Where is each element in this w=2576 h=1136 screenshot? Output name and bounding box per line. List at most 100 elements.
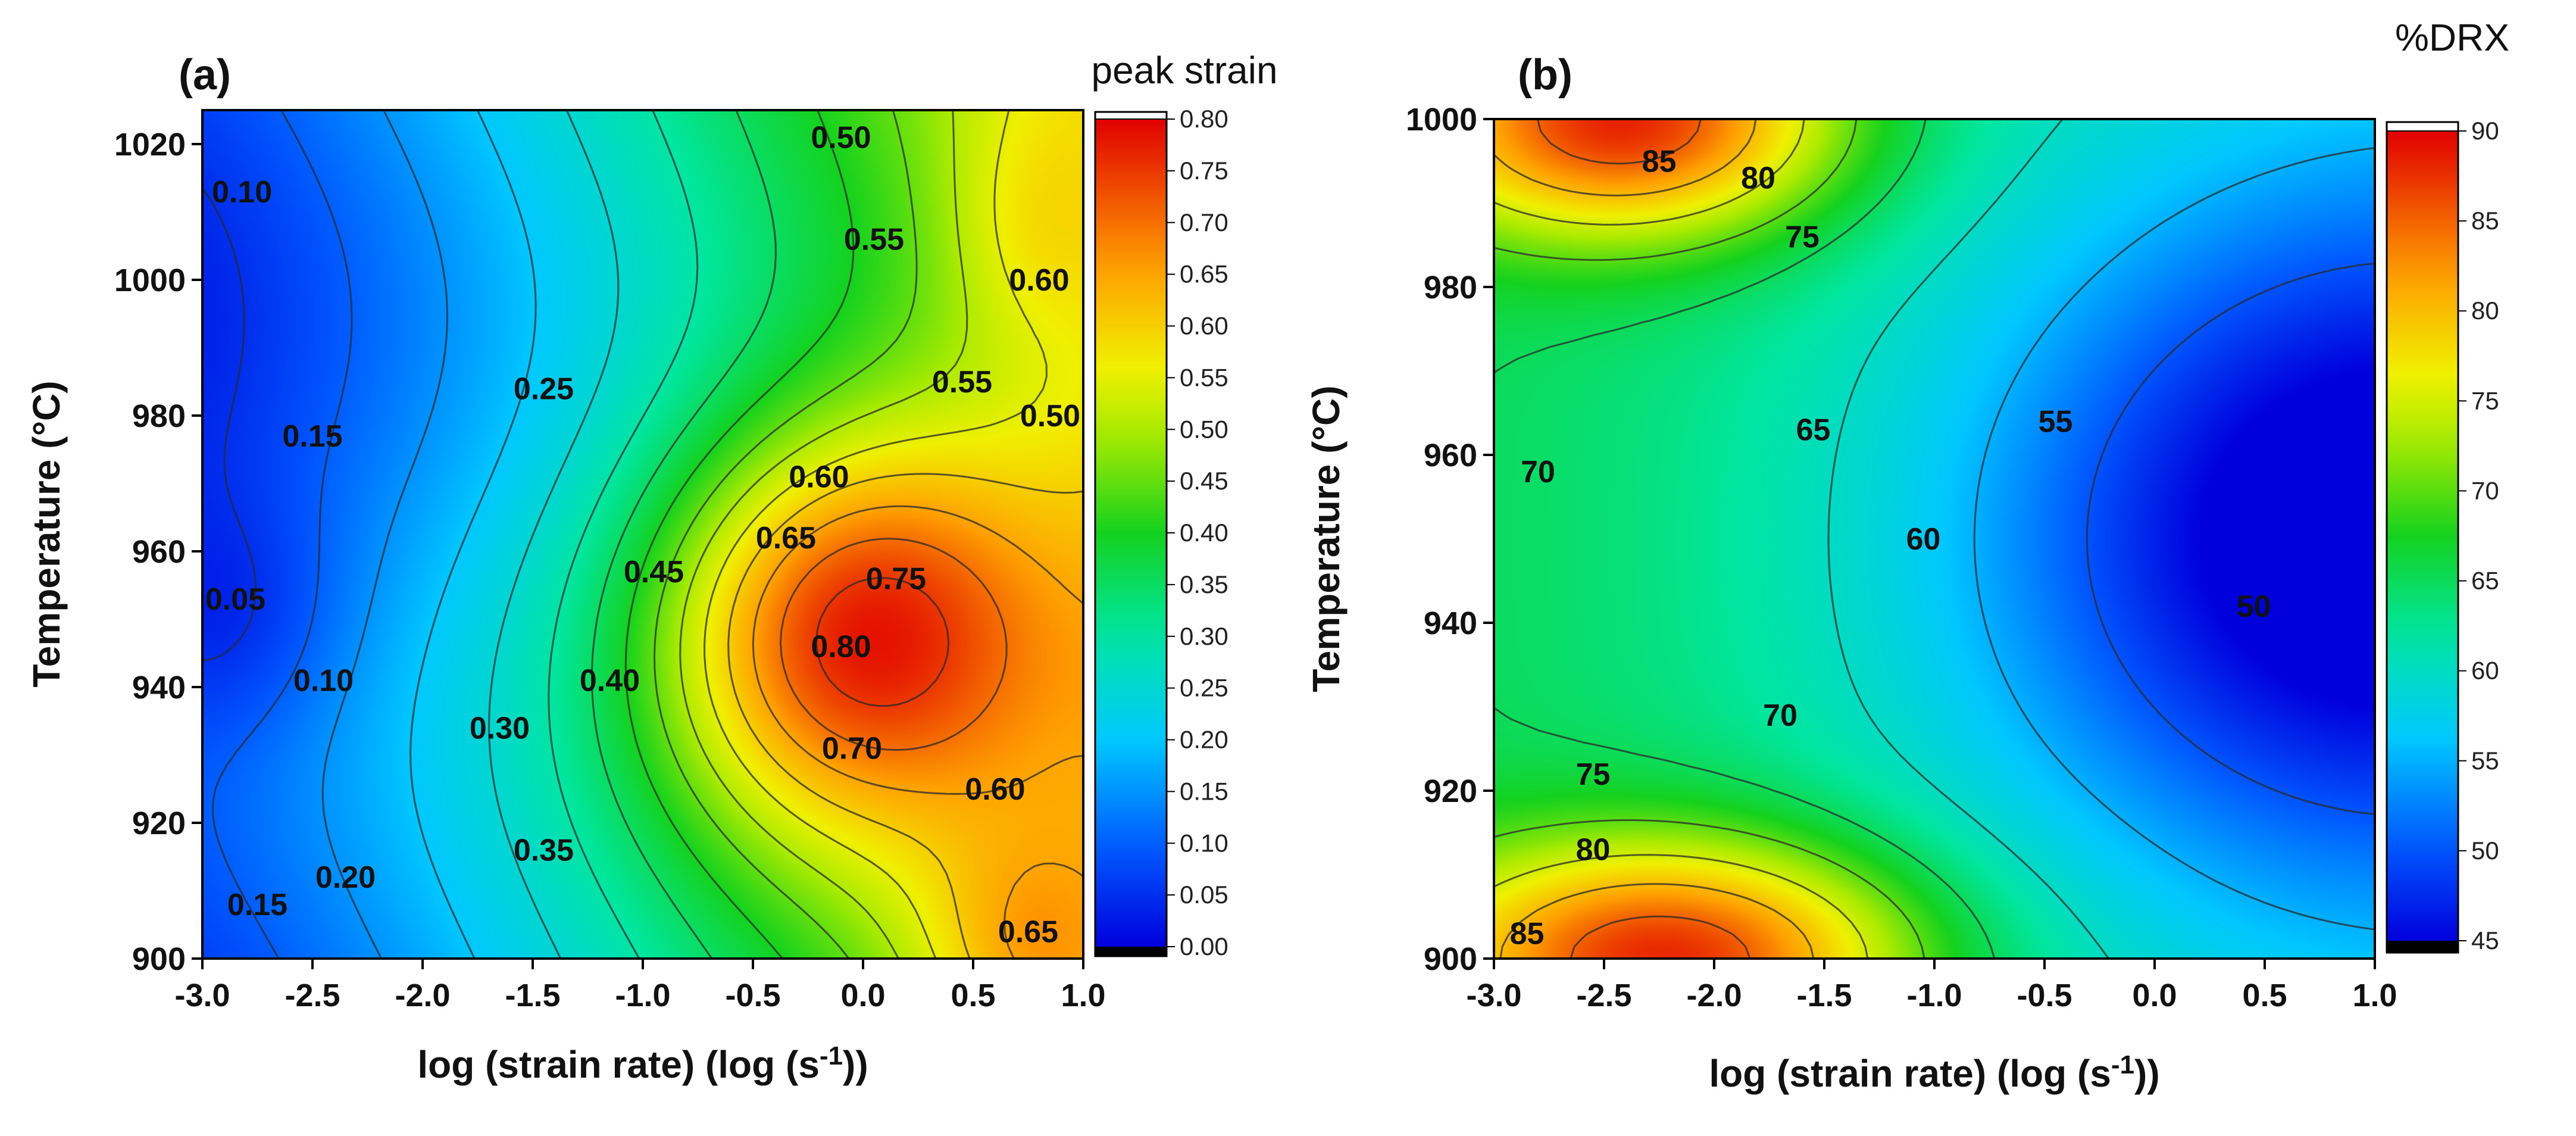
- x-tick-label: 0.5: [2242, 978, 2287, 1013]
- contour-label: 0.65: [756, 521, 816, 555]
- panel-a-contour-lines: [201, 110, 1084, 959]
- colorbar-tick-label: 0.55: [1180, 363, 1228, 391]
- contour-line: [212, 110, 353, 959]
- contour-label: 0.75: [866, 562, 926, 597]
- panel-b-colorbar-ticks: 45 50 55 60 65 70 75 80 85 90: [2458, 117, 2499, 954]
- colorbar-tick-label: 60: [2471, 657, 2499, 685]
- panel-b-heatmap-container: [1494, 119, 2375, 959]
- contour-label: 0.45: [624, 555, 684, 589]
- contour-line: [1493, 118, 1815, 959]
- contour-label: 80: [1576, 833, 1611, 867]
- x-tick-label: -1.0: [1906, 978, 1962, 1013]
- panel-b-y-axis-ticks: 900 920 940 960 980 1000: [1406, 102, 1494, 977]
- contour-line: [780, 538, 1008, 751]
- contour-line: [1536, 118, 1751, 959]
- colorbar-tick-label: 50: [2471, 837, 2499, 865]
- contour-label: 0.80: [811, 630, 871, 664]
- panel-b-colorbar-frame: [2386, 121, 2459, 954]
- contour-line: [654, 110, 918, 959]
- panel-b-x-axis-ticks: -3.0 -2.5 -2.0 -1.5 -1.0 -0.5 0.0 0.5 1.0: [1466, 959, 2397, 1013]
- colorbar-tick-label: 0.35: [1180, 570, 1228, 598]
- contour-label: 0.55: [844, 223, 904, 257]
- x-tick-label: -1.0: [615, 978, 670, 1013]
- contour-label: 80: [1741, 161, 1775, 196]
- x-tick-label: -1.5: [505, 978, 560, 1013]
- panel-a-colorbar-under-cap: [1095, 947, 1167, 956]
- y-tick-label: 940: [132, 670, 186, 706]
- colorbar-tick-label: 0.45: [1180, 467, 1228, 495]
- contour-line: [321, 110, 448, 959]
- colorbar-tick-label: 0.20: [1180, 726, 1228, 754]
- contour-label: 0.50: [811, 121, 871, 155]
- panel-b-heatmap: [1494, 119, 2375, 959]
- panel-b-y-axis-title: Temperature (°C): [1305, 385, 1348, 692]
- panel-b-colorbar-title: %DRX: [2395, 16, 2509, 59]
- panel-b: (b) 85 80 75 65 70 55 60 50 70 75 80 85 900 920 940 96…: [1305, 16, 2509, 1095]
- contour-line: [815, 577, 950, 707]
- colorbar-tick-label: 0.40: [1180, 519, 1228, 547]
- panel-a-colorbar-over-cap: [1095, 111, 1167, 120]
- y-tick-label: 900: [1424, 941, 1477, 977]
- y-tick-label: 1000: [1406, 102, 1477, 138]
- colorbar-tick-label: 45: [2471, 926, 2499, 954]
- contour-line: [591, 110, 777, 959]
- colorbar-tick-label: 0.10: [1180, 829, 1228, 857]
- y-tick-label: 900: [132, 941, 186, 977]
- panel-a-heatmap-container: [202, 110, 1083, 959]
- panel-b-colorbar-over-cap: [2386, 121, 2459, 132]
- contour-label: 0.10: [293, 664, 354, 698]
- colorbar-tick-label: 0.30: [1180, 622, 1228, 650]
- y-tick-label: 1000: [114, 263, 186, 298]
- colorbar-tick-label: 85: [2471, 207, 2499, 235]
- x-tick-label: 0.0: [2132, 978, 2177, 1013]
- contour-label: 0.10: [212, 175, 272, 210]
- contour-line: [1493, 118, 1869, 959]
- panel-a-y-axis-title: Temperature (°C): [25, 380, 68, 687]
- x-tick-label: -2.0: [1686, 978, 1742, 1013]
- panel-b-colorbar: [2387, 131, 2458, 941]
- y-tick-label: 920: [132, 806, 186, 841]
- contour-label: 0.20: [315, 860, 376, 895]
- contour-label: 65: [1796, 413, 1831, 448]
- contour-line: [624, 110, 855, 959]
- colorbar-tick-label: 0.75: [1180, 157, 1228, 185]
- y-tick-label: 940: [1424, 606, 1477, 641]
- panel-a-x-axis-title: log (strain rate) (log (s-1)): [417, 1041, 868, 1086]
- contour-label: 0.60: [789, 460, 849, 495]
- contour-label: 50: [2237, 589, 2271, 624]
- colorbar-tick-label: 0.00: [1180, 932, 1228, 960]
- panel-a-colorbar: [1095, 119, 1167, 947]
- panel-b-label: (b): [1518, 51, 1573, 99]
- panel-b-x-axis-title: log (strain rate) (log (s-1)): [1709, 1050, 2159, 1095]
- contour-label: 55: [2039, 405, 2073, 439]
- contour-line: [488, 110, 620, 959]
- colorbar-tick-label: 80: [2471, 297, 2499, 324]
- panel-a-colorbar-frame: [1094, 111, 1168, 957]
- colorbar-tick-label: 70: [2471, 476, 2499, 504]
- y-tick-label: 1020: [114, 127, 186, 163]
- colorbar-tick-label: 0.65: [1180, 260, 1228, 288]
- x-tick-label: 0.0: [840, 978, 885, 1013]
- colorbar-tick-label: 0.80: [1180, 105, 1228, 133]
- y-tick-label: 920: [1424, 773, 1477, 809]
- x-tick-label: -0.5: [725, 978, 780, 1013]
- colorbar-tick-label: 90: [2471, 117, 2499, 145]
- contour-label: 0.15: [282, 419, 342, 454]
- x-tick-label: 1.0: [2352, 978, 2397, 1013]
- contour-label: 85: [1642, 145, 1677, 179]
- panel-a: (a) 0.10 0.15 0.05 0.10 0.15 0.20 0.25 0.30 0.35…: [25, 49, 1278, 1086]
- colorbar-tick-label: 0.60: [1180, 312, 1228, 340]
- contour-label: 0.50: [1020, 399, 1080, 433]
- panel-a-label: (a): [179, 51, 231, 99]
- contour-line: [201, 188, 257, 661]
- panel-a-contour-labels: 0.10 0.15 0.05 0.10 0.15 0.20 0.25 0.30 0.35 0.40…: [205, 121, 1080, 950]
- contour-label: 0.60: [965, 772, 1025, 807]
- panel-a-heatmap: [202, 110, 1083, 959]
- x-tick-label: -0.5: [2017, 978, 2072, 1013]
- contour-line: [1973, 147, 2375, 931]
- contour-label: 75: [1576, 757, 1611, 792]
- contour-line: [1827, 118, 2110, 959]
- contour-label: 85: [1510, 917, 1545, 951]
